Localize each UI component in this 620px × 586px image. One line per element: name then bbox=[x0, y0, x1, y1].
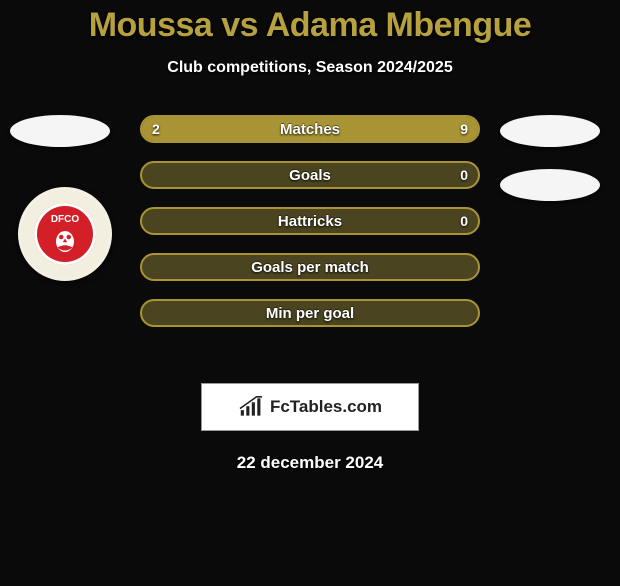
left-player-ellipse bbox=[10, 115, 110, 147]
page-subtitle: Club competitions, Season 2024/2025 bbox=[0, 59, 620, 77]
bar-label: Matches bbox=[280, 121, 340, 138]
bar-fill-right bbox=[202, 117, 478, 141]
right-player-ellipse-top bbox=[500, 115, 600, 147]
bar-label: Min per goal bbox=[266, 305, 354, 322]
stat-bar-hattricks: 0 Hattricks bbox=[140, 207, 480, 235]
watermark: FcTables.com bbox=[201, 383, 419, 431]
date-text: 22 december 2024 bbox=[0, 453, 620, 473]
chart-icon bbox=[238, 396, 264, 418]
club-badge: DFCO bbox=[18, 187, 112, 281]
stat-bars: 2 9 Matches 0 Goals 0 Hattricks Goals per match… bbox=[140, 115, 480, 345]
bar-label: Goals bbox=[289, 167, 331, 184]
watermark-text: FcTables.com bbox=[270, 397, 382, 417]
bar-value-right: 0 bbox=[460, 167, 468, 183]
bar-value-right: 0 bbox=[460, 213, 468, 229]
bar-value-right: 9 bbox=[460, 121, 468, 137]
stat-bar-goals: 0 Goals bbox=[140, 161, 480, 189]
right-player-ellipse-bottom bbox=[500, 169, 600, 201]
page-title: Moussa vs Adama Mbengue bbox=[0, 6, 620, 45]
stat-bar-goals-per-match: Goals per match bbox=[140, 253, 480, 281]
bar-value-left: 2 bbox=[152, 121, 160, 137]
bar-label: Hattricks bbox=[278, 213, 342, 230]
club-badge-inner: DFCO bbox=[34, 203, 96, 265]
owl-icon bbox=[50, 225, 80, 255]
stat-bar-matches: 2 9 Matches bbox=[140, 115, 480, 143]
comparison-stage: DFCO 2 9 Matches 0 Goals 0 Hattricks Goals per … bbox=[0, 115, 620, 365]
club-badge-text: DFCO bbox=[51, 214, 79, 225]
stat-bar-min-per-goal: Min per goal bbox=[140, 299, 480, 327]
bar-label: Goals per match bbox=[251, 259, 369, 276]
